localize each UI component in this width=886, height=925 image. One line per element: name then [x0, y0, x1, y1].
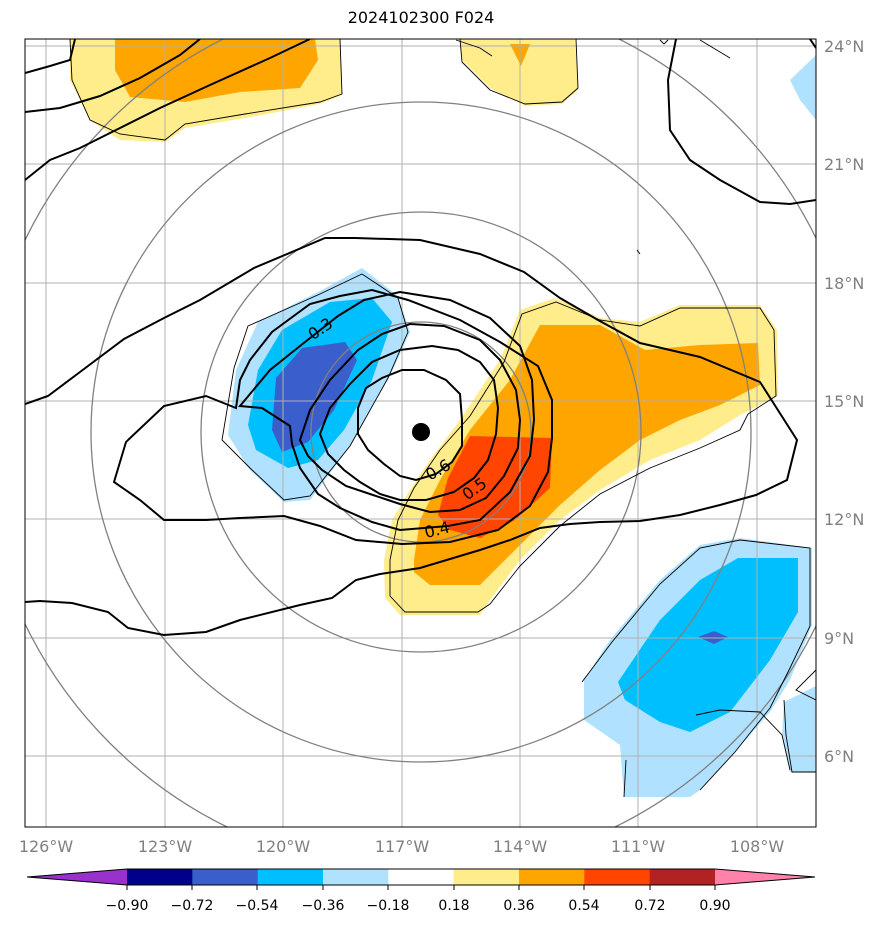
storm-center-marker [412, 423, 430, 441]
contour-line [25, 39, 76, 74]
bold-contours [25, 39, 816, 637]
negative-anomaly-region [790, 55, 816, 120]
range-rings [25, 39, 816, 827]
colorbar-extend-low [27, 869, 127, 885]
colorbar-tick-label: 0.54 [568, 898, 599, 914]
colorbar-tick-label: −0.18 [367, 898, 410, 914]
colorbar-tick-label: −0.36 [302, 898, 345, 914]
colorbar-cell [257, 869, 324, 885]
contour-line [25, 237, 799, 637]
filled-anomaly-layer [70, 39, 816, 797]
chart-title: 2024102300 F024 [347, 8, 495, 27]
colorbar-cell [584, 869, 651, 885]
contour-line [357, 369, 463, 482]
colorbar-cell [519, 869, 585, 885]
map-frame [24, 38, 817, 828]
x-axis-tick-labels: 126°W 123°W 120°W 117°W 114°W 111°W 108°… [19, 837, 785, 856]
x-tick-label: 120°W [256, 837, 311, 856]
contour-line [25, 39, 311, 181]
contour-line [666, 39, 816, 206]
y-tick-label: 6°N [824, 747, 854, 766]
x-tick-label: 126°W [19, 837, 74, 856]
negative-anomaly-region [272, 342, 357, 452]
contour-line [238, 290, 536, 532]
grid-layer [25, 39, 816, 827]
x-tick-label: 123°W [138, 837, 193, 856]
colorbar-cells [27, 869, 815, 885]
thin-contours [69, 39, 816, 798]
colorbar-tick-label: −0.54 [236, 898, 279, 914]
contour-line [298, 322, 522, 514]
colorbar-ticks [126, 885, 716, 890]
contour-line [112, 288, 553, 546]
colorbar-cell [453, 869, 520, 885]
x-tick-label: 108°W [730, 837, 785, 856]
y-tick-label: 18°N [824, 274, 864, 293]
colorbar-tick-label: −0.90 [106, 898, 149, 914]
colorbar-tick-label: 0.90 [699, 898, 730, 914]
colorbar-tick-label: −0.72 [171, 898, 214, 914]
range-ring [200, 211, 642, 653]
colorbar-cell [323, 869, 389, 885]
y-tick-label: 24°N [824, 37, 864, 56]
colorbar-cell [388, 869, 455, 885]
range-ring [90, 101, 752, 763]
y-tick-label: 9°N [824, 629, 854, 648]
colorbar-tick-label: 0.72 [634, 898, 665, 914]
colorbar-tick-labels: −0.90 −0.72 −0.54 −0.36 −0.18 0.18 0.36 … [106, 898, 731, 914]
colorbar-tick-label: 0.36 [503, 898, 534, 914]
contour-line [809, 39, 816, 49]
colorbar-extend-high [715, 869, 815, 885]
colorbar-cell [192, 869, 259, 885]
y-tick-label: 15°N [824, 392, 864, 411]
negative-anomaly-region [618, 558, 798, 732]
contour-line [25, 39, 201, 113]
contour-line [318, 344, 500, 501]
x-tick-label: 117°W [375, 837, 430, 856]
colorbar: −0.90 −0.72 −0.54 −0.36 −0.18 0.18 0.36 … [26, 868, 816, 914]
colorbar-cell [649, 869, 716, 885]
positive-anomaly-region [115, 39, 318, 102]
colorbar-cell [127, 869, 193, 885]
negative-anomaly-region [782, 686, 816, 772]
x-tick-label: 111°W [611, 837, 666, 856]
range-ring [310, 321, 532, 543]
x-tick-label: 114°W [493, 837, 548, 856]
y-tick-label: 21°N [824, 155, 864, 174]
positive-anomaly-region [460, 39, 578, 106]
y-tick-label: 12°N [824, 510, 864, 529]
y-axis-tick-labels: 24°N 21°N 18°N 15°N 12°N 9°N 6°N [824, 37, 864, 766]
colorbar-tick-label: 0.18 [438, 898, 469, 914]
